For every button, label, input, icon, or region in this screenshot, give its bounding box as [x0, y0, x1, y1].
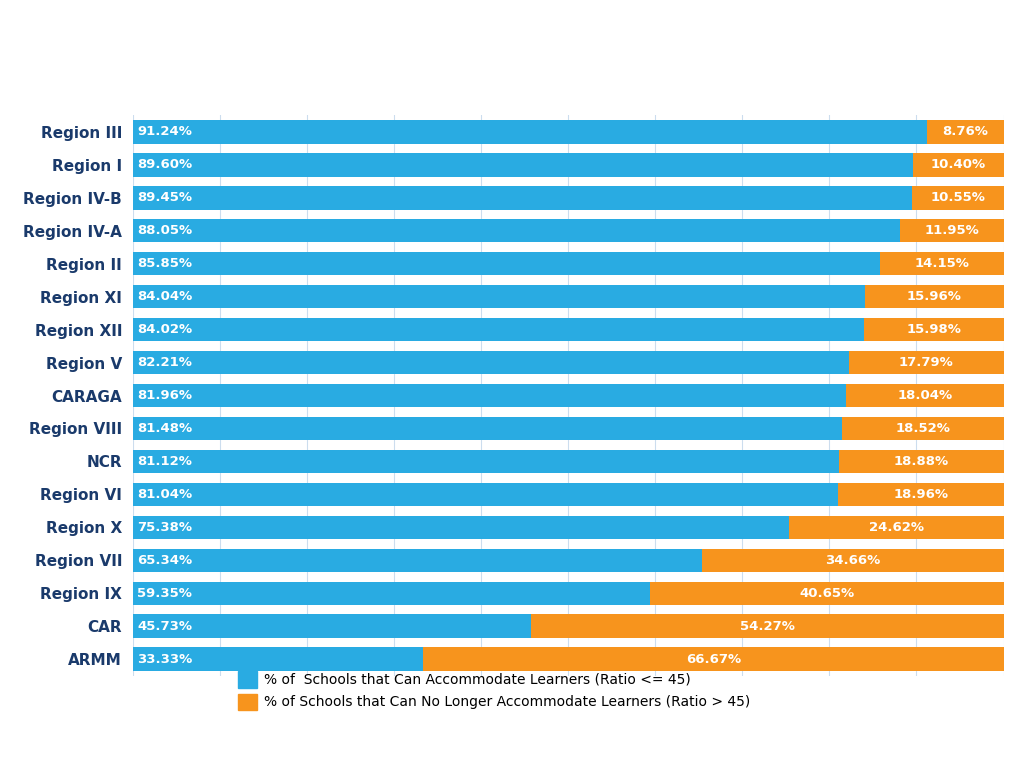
- Text: 15.96%: 15.96%: [906, 290, 962, 303]
- Bar: [864, 285, 1004, 309]
- Text: 65.34%: 65.34%: [137, 554, 193, 567]
- Text: 82.21%: 82.21%: [137, 356, 193, 369]
- Text: 40.65%: 40.65%: [799, 587, 854, 600]
- Text: 18.88%: 18.88%: [894, 455, 949, 468]
- Bar: [238, 694, 257, 710]
- Text: 15.98%: 15.98%: [906, 323, 962, 336]
- Text: 81.48%: 81.48%: [137, 422, 193, 435]
- Text: 45.73%: 45.73%: [137, 620, 193, 633]
- Text: 81.04%: 81.04%: [137, 488, 193, 501]
- Text: 18.96%: 18.96%: [894, 488, 948, 501]
- Bar: [913, 153, 1004, 177]
- Bar: [928, 120, 1004, 144]
- Text: 8.76%: 8.76%: [942, 125, 988, 138]
- Bar: [133, 186, 911, 210]
- Text: 59.35%: 59.35%: [137, 587, 193, 600]
- Bar: [847, 384, 1004, 407]
- Text: Percentage of Schools Based on Teachers: Percentage of Schools Based on Teachers: [20, 27, 1024, 77]
- Bar: [423, 647, 1004, 671]
- Text: 18.52%: 18.52%: [895, 422, 950, 435]
- Text: % of Schools that Can No Longer Accommodate Learners (Ratio > 45): % of Schools that Can No Longer Accommod…: [264, 694, 750, 709]
- Text: 11.95%: 11.95%: [924, 224, 979, 237]
- Bar: [133, 449, 840, 473]
- Bar: [133, 351, 849, 375]
- Text: 89.60%: 89.60%: [137, 158, 193, 171]
- Text: 10.55%: 10.55%: [930, 191, 985, 204]
- Bar: [133, 285, 864, 309]
- Text: 88.05%: 88.05%: [137, 224, 193, 237]
- Text: 39: 39: [971, 732, 993, 750]
- Bar: [790, 515, 1004, 539]
- Text: 24.62%: 24.62%: [869, 521, 924, 534]
- Bar: [133, 219, 899, 243]
- Text: 91.24%: 91.24%: [137, 125, 193, 138]
- Bar: [849, 351, 1004, 375]
- Text: 10.40%: 10.40%: [931, 158, 986, 171]
- Bar: [133, 614, 531, 638]
- Bar: [881, 252, 1004, 276]
- Text: 75.38%: 75.38%: [137, 521, 193, 534]
- Bar: [133, 318, 864, 342]
- Bar: [133, 120, 928, 144]
- Bar: [701, 548, 1004, 572]
- Text: 17.79%: 17.79%: [899, 356, 953, 369]
- Bar: [843, 416, 1004, 440]
- Bar: [238, 671, 257, 688]
- Bar: [133, 252, 881, 276]
- Bar: [840, 449, 1004, 473]
- Bar: [864, 318, 1004, 342]
- Bar: [133, 482, 839, 506]
- Bar: [133, 416, 843, 440]
- Text: 33.33%: 33.33%: [137, 653, 193, 666]
- Text: 34.66%: 34.66%: [825, 554, 881, 567]
- Bar: [899, 219, 1004, 243]
- Text: 84.04%: 84.04%: [137, 290, 193, 303]
- Text: 89.45%: 89.45%: [137, 191, 193, 204]
- Text: 18.04%: 18.04%: [897, 389, 952, 402]
- Bar: [911, 186, 1004, 210]
- Text: 54.27%: 54.27%: [740, 620, 795, 633]
- Text: 85.85%: 85.85%: [137, 257, 193, 270]
- Text: 66.67%: 66.67%: [686, 653, 741, 666]
- Bar: [133, 581, 649, 605]
- Text: % of  Schools that Can Accommodate Learners (Ratio <= 45): % of Schools that Can Accommodate Learne…: [264, 672, 690, 687]
- Bar: [133, 515, 790, 539]
- Text: 81.96%: 81.96%: [137, 389, 193, 402]
- Text: 84.02%: 84.02%: [137, 323, 193, 336]
- Bar: [133, 647, 423, 671]
- Bar: [133, 384, 847, 407]
- Text: 14.15%: 14.15%: [914, 257, 970, 270]
- Bar: [531, 614, 1004, 638]
- Bar: [649, 581, 1004, 605]
- Bar: [133, 153, 913, 177]
- Bar: [133, 548, 701, 572]
- Text: D e p a r t m e n t   o f   E d u c a t i o n: D e p a r t m e n t o f E d u c a t i o …: [315, 730, 709, 747]
- Text: 81.12%: 81.12%: [137, 455, 193, 468]
- Bar: [839, 482, 1004, 506]
